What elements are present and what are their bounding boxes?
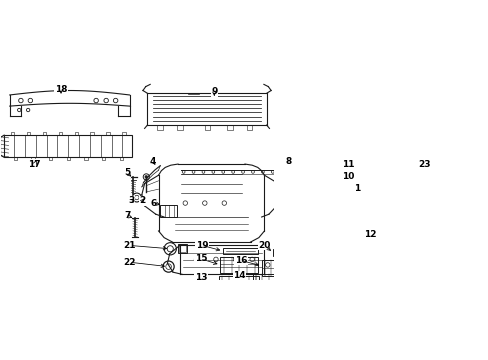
Text: 2: 2 — [139, 196, 145, 205]
Text: 13: 13 — [194, 273, 207, 282]
Text: 6: 6 — [150, 199, 156, 208]
Text: 17: 17 — [28, 159, 41, 168]
Text: 16: 16 — [234, 256, 247, 265]
Text: 22: 22 — [122, 258, 135, 267]
Text: 4: 4 — [149, 157, 156, 166]
Text: 18: 18 — [55, 85, 67, 94]
Text: 19: 19 — [195, 241, 208, 250]
Text: 8: 8 — [285, 157, 291, 166]
Text: 9: 9 — [211, 87, 217, 96]
Text: 3: 3 — [128, 196, 134, 205]
Text: 10: 10 — [341, 172, 353, 181]
Text: 1: 1 — [353, 184, 359, 193]
Text: 7: 7 — [124, 211, 130, 220]
Text: 12: 12 — [364, 230, 376, 239]
Text: 23: 23 — [418, 159, 430, 168]
Text: 11: 11 — [341, 159, 354, 168]
Text: 15: 15 — [194, 254, 207, 263]
Text: 5: 5 — [124, 168, 130, 177]
Circle shape — [144, 175, 147, 178]
Text: 14: 14 — [233, 271, 245, 280]
Text: 21: 21 — [123, 241, 136, 250]
Text: 20: 20 — [258, 241, 270, 250]
